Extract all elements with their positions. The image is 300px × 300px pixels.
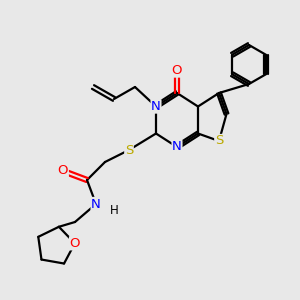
Text: O: O xyxy=(70,237,80,250)
Text: H: H xyxy=(110,203,118,217)
Text: N: N xyxy=(172,140,182,154)
Text: S: S xyxy=(125,143,133,157)
Text: N: N xyxy=(151,100,161,113)
Text: O: O xyxy=(172,64,182,77)
Text: N: N xyxy=(91,197,101,211)
Text: O: O xyxy=(58,164,68,178)
Text: S: S xyxy=(215,134,223,148)
